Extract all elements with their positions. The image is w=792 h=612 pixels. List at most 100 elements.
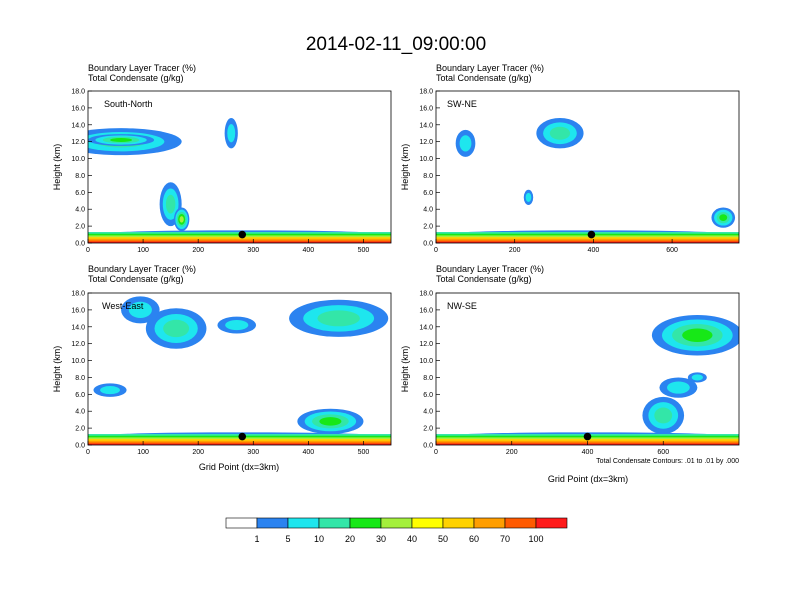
panel-label: South-North	[104, 99, 153, 109]
colorbar-swatch	[349, 517, 382, 529]
panel-label: NW-SE	[447, 301, 477, 311]
plot-area	[436, 314, 739, 445]
y-tick-label: 14.0	[71, 122, 85, 129]
tracer-band	[88, 241, 391, 243]
condensate-blob	[227, 124, 236, 143]
x-tick-label: 200	[192, 449, 204, 456]
colorbar-swatch	[318, 517, 351, 529]
plot-frame	[87, 90, 392, 244]
x-ticks: 0 100 200 300 400 500	[86, 441, 369, 456]
tracer-band	[88, 443, 391, 445]
y-tick-label: 0.0	[75, 241, 85, 248]
y-tick-label: 0.0	[75, 443, 85, 450]
y-ticks: 0.0 2.0 4.0 6.0 8.0 10.0 12.0 14.0 16.0 18.0	[71, 291, 92, 450]
y-tick-label: 12.0	[419, 139, 433, 146]
y-tick-label: 0.0	[423, 241, 433, 248]
panel-field-subtitle: Total Condensate (g/kg)	[88, 274, 184, 284]
x-tick-label: 400	[303, 247, 315, 254]
y-ticks: 0.0 2.0 4.0 6.0 8.0 10.0 12.0 14.0 16.0 18.0	[419, 89, 440, 248]
colorbar-swatch	[225, 517, 258, 529]
condensate-blob	[163, 319, 190, 338]
colorbar-swatch	[535, 517, 568, 529]
y-axis-label: Height (km)	[52, 144, 62, 191]
x-tick-label: 600	[657, 449, 669, 456]
x-tick-label: 400	[303, 449, 315, 456]
x-tick-label: 0	[86, 247, 90, 254]
condensate-blob	[691, 374, 704, 381]
y-tick-label: 4.0	[423, 207, 433, 214]
condensate-blob	[165, 194, 176, 214]
plot-frame	[435, 90, 740, 244]
colorbar-label: 10	[314, 534, 324, 544]
condensate-blob	[317, 310, 360, 327]
y-tick-label: 10.0	[419, 358, 433, 365]
x-tick-label: 300	[247, 247, 259, 254]
y-tick-label: 12.0	[71, 139, 85, 146]
y-tick-label: 4.0	[75, 409, 85, 416]
colorbar-label: 100	[528, 534, 543, 544]
y-tick-label: 14.0	[419, 324, 433, 331]
y-tick-label: 6.0	[423, 392, 433, 399]
x-tick-label: 400	[588, 247, 600, 254]
x-tick-label: 300	[247, 449, 259, 456]
y-tick-label: 8.0	[423, 173, 433, 180]
y-ticks: 0.0 2.0 4.0 6.0 8.0 10.0 12.0 14.0 16.0 18.0	[71, 89, 92, 248]
colorbar-label: 50	[438, 534, 448, 544]
x-tick-label: 200	[506, 449, 518, 456]
x-axis-label: Grid Point (dx=3km)	[199, 462, 279, 472]
x-tick-label: 400	[582, 449, 594, 456]
location-marker	[587, 230, 596, 239]
panel-west-east: Boundary Layer Tracer (%) Total Condensa…	[52, 264, 392, 472]
x-tick-label: 0	[434, 247, 438, 254]
condensate-blob	[459, 135, 472, 152]
colorbar-label: 70	[500, 534, 510, 544]
condensate-blob	[225, 320, 249, 331]
x-tick-label: 600	[666, 247, 678, 254]
colorbar-label: 60	[469, 534, 479, 544]
y-axis-label: Height (km)	[400, 144, 410, 191]
x-tick-label: 200	[192, 247, 204, 254]
y-tick-label: 2.0	[423, 426, 433, 433]
y-tick-label: 10.0	[71, 156, 85, 163]
panel-sw-ne: Boundary Layer Tracer (%) Total Condensa…	[400, 63, 740, 254]
condensate-blob	[179, 216, 184, 223]
y-axis-label: Height (km)	[52, 346, 62, 393]
contour-note: Total Condensate Contours: .01 to .01 by…	[596, 458, 739, 465]
y-tick-label: 16.0	[71, 105, 85, 112]
x-tick-label: 0	[434, 449, 438, 456]
y-axis-label: Height (km)	[400, 346, 410, 393]
y-tick-label: 4.0	[423, 409, 433, 416]
y-tick-label: 8.0	[423, 375, 433, 382]
colorbar-swatch	[504, 517, 537, 529]
y-tick-label: 12.0	[71, 341, 85, 348]
y-tick-label: 6.0	[75, 190, 85, 197]
panel-field-subtitle: Total Condensate (g/kg)	[88, 73, 184, 83]
y-tick-label: 6.0	[75, 392, 85, 399]
y-tick-label: 4.0	[75, 207, 85, 214]
x-tick-label: 100	[137, 247, 149, 254]
colorbar-swatch	[256, 517, 289, 529]
tracer-band	[436, 241, 739, 243]
location-marker	[583, 432, 592, 441]
panel-label: West-East	[102, 301, 144, 311]
x-axis-label: Grid Point (dx=3km)	[548, 474, 628, 484]
x-ticks: 0 100 200 300 400 500	[86, 239, 369, 254]
panel-field-title: Boundary Layer Tracer (%)	[436, 63, 544, 73]
y-tick-label: 8.0	[75, 173, 85, 180]
plot-frame	[87, 292, 392, 446]
y-tick-label: 16.0	[71, 307, 85, 314]
panel-nw-se: Boundary Layer Tracer (%) Total Condensa…	[400, 264, 740, 484]
colorbar-swatch	[442, 517, 475, 529]
y-tick-label: 18.0	[419, 291, 433, 298]
y-ticks: 0.0 2.0 4.0 6.0 8.0 10.0 12.0 14.0 16.0 18.0	[419, 291, 440, 450]
colorbar-swatch	[411, 517, 444, 529]
panel-field-title: Boundary Layer Tracer (%)	[88, 63, 196, 73]
plot-area	[88, 118, 391, 243]
condensate-blob	[667, 381, 690, 394]
plot-area	[88, 296, 391, 445]
y-tick-label: 6.0	[423, 190, 433, 197]
condensate-blob	[319, 417, 342, 426]
condensate-blob	[525, 192, 532, 202]
y-tick-label: 18.0	[71, 291, 85, 298]
